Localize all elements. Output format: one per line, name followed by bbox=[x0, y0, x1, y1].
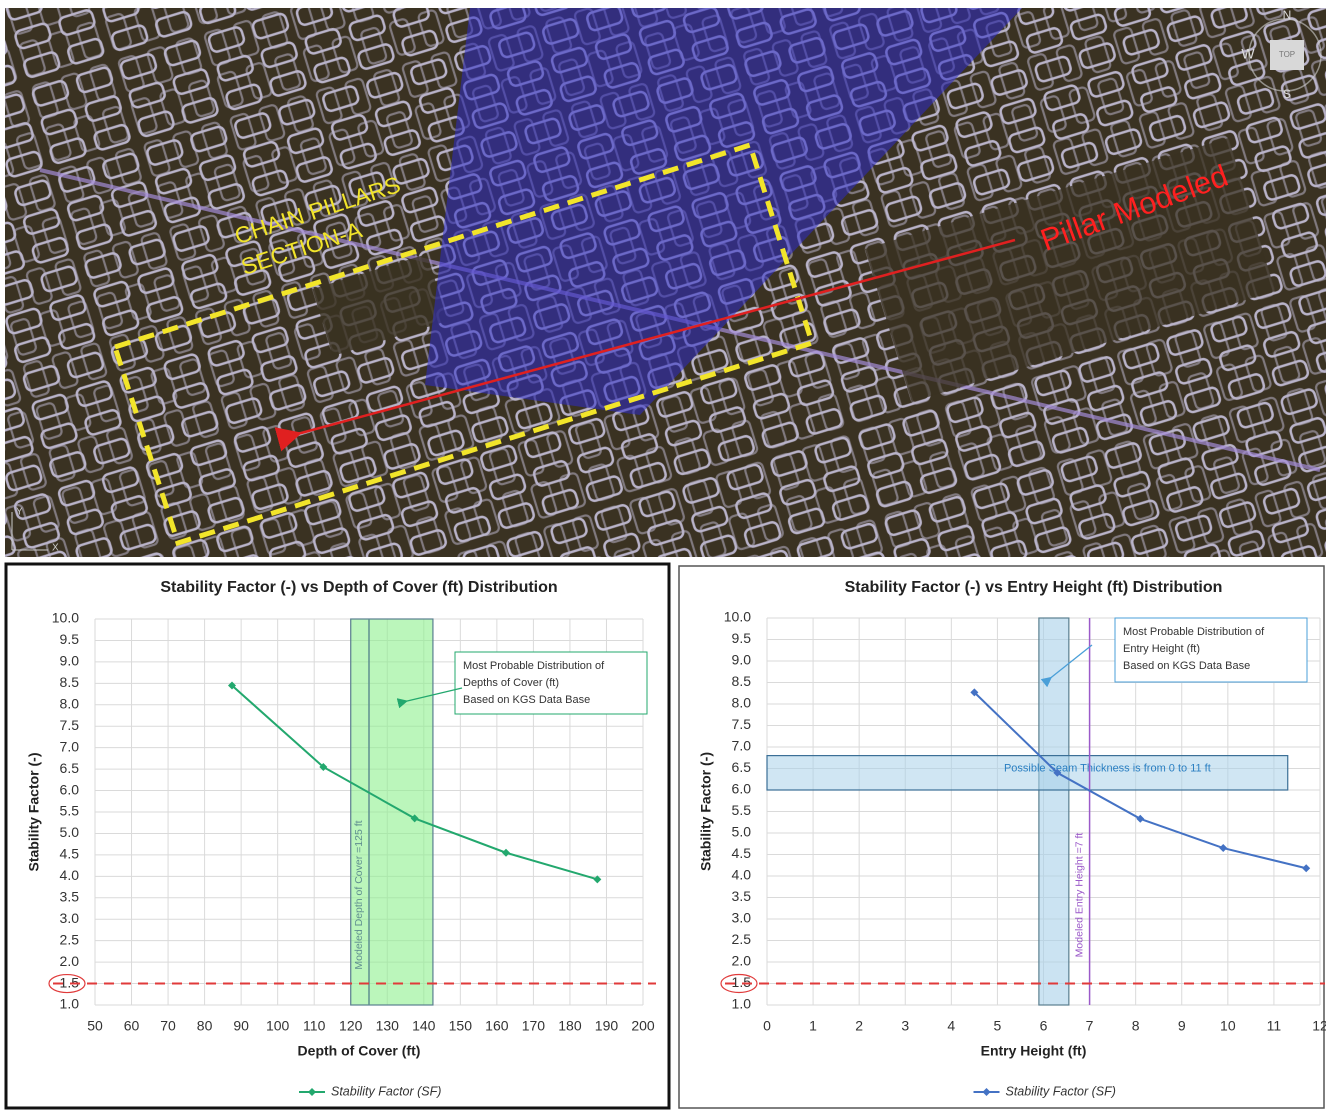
y-tick-label: 10.0 bbox=[52, 610, 79, 626]
y-tick-label: 7.0 bbox=[732, 738, 752, 754]
y-tick-label: 9.5 bbox=[732, 630, 752, 646]
y-tick-label: 9.0 bbox=[732, 652, 752, 668]
x-tick-label: 150 bbox=[449, 1018, 473, 1034]
x-tick-label: 130 bbox=[376, 1018, 400, 1034]
x-tick-label: 7 bbox=[1086, 1018, 1094, 1034]
x-tick-label: 11 bbox=[1267, 1018, 1282, 1034]
y-tick-label: 3.0 bbox=[732, 910, 752, 926]
y-tick-label: 6.0 bbox=[60, 781, 80, 797]
y-tick-label: 5.0 bbox=[60, 824, 80, 840]
y-tick-label: 5.5 bbox=[732, 802, 752, 818]
annotation-text: Depths of Cover (ft) bbox=[463, 677, 559, 689]
y-tick-label: 8.0 bbox=[60, 695, 80, 711]
y-tick-label: 2.5 bbox=[60, 931, 80, 947]
x-tick-label: 200 bbox=[631, 1018, 655, 1034]
y-tick-label: 6.5 bbox=[60, 760, 80, 776]
compass-w: W bbox=[1241, 46, 1255, 62]
page: {"map": {"labels": ["CHAIN PILLARS", "SE… bbox=[0, 0, 1326, 1110]
y-tick-label: 2.0 bbox=[60, 953, 80, 969]
reference-label: Modeled Entry Height =7 ft bbox=[1073, 833, 1085, 958]
figure: CHAIN PILLARS SECTION-A Pillar Modeled T… bbox=[0, 0, 1326, 1110]
x-tick-label: 70 bbox=[160, 1018, 176, 1034]
compass-n: N bbox=[1283, 8, 1292, 22]
x-tick-label: 8 bbox=[1132, 1018, 1140, 1034]
x-tick-label: 180 bbox=[558, 1018, 582, 1034]
map-image: CHAIN PILLARS SECTION-A Pillar Modeled T… bbox=[5, 8, 1326, 557]
x-axis-title: Depth of Cover (ft) bbox=[298, 1043, 421, 1059]
band-label: Possible Seam Thickness is from 0 to 11 … bbox=[1004, 763, 1211, 775]
y-tick-label: 7.5 bbox=[732, 716, 752, 732]
y-tick-label: 4.0 bbox=[60, 867, 80, 883]
annotation-text: Most Probable Distribution of bbox=[1123, 626, 1265, 638]
x-tick-label: 100 bbox=[266, 1018, 290, 1034]
y-axis-title: Stability Factor (-) bbox=[698, 752, 714, 871]
compass-s: S bbox=[1283, 87, 1291, 101]
y-tick-label: 9.0 bbox=[60, 653, 80, 669]
y-tick-label: 7.5 bbox=[60, 717, 80, 733]
annotation-text: Based on KGS Data Base bbox=[1123, 660, 1250, 672]
y-tick-label: 2.0 bbox=[732, 953, 752, 969]
x-tick-label: 170 bbox=[522, 1018, 546, 1034]
x-tick-label: 2 bbox=[855, 1018, 863, 1034]
x-tick-label: 6 bbox=[1040, 1018, 1048, 1034]
y-tick-label: 1.5 bbox=[60, 974, 80, 990]
y-tick-label: 8.5 bbox=[732, 673, 752, 689]
x-axis-title: Entry Height (ft) bbox=[981, 1043, 1087, 1059]
x-tick-label: 80 bbox=[197, 1018, 213, 1034]
y-tick-label: 2.5 bbox=[732, 931, 752, 947]
x-tick-label: 190 bbox=[595, 1018, 619, 1034]
x-tick-label: 5 bbox=[994, 1018, 1002, 1034]
y-tick-label: 10.0 bbox=[724, 609, 751, 625]
x-tick-label: 10 bbox=[1220, 1018, 1236, 1034]
y-tick-label: 4.5 bbox=[60, 846, 80, 862]
y-tick-label: 3.5 bbox=[60, 888, 80, 904]
x-tick-label: 160 bbox=[485, 1018, 509, 1034]
x-tick-label: 1 bbox=[809, 1018, 817, 1034]
y-tick-label: 9.5 bbox=[60, 631, 80, 647]
y-tick-label: 5.0 bbox=[732, 824, 752, 840]
y-tick-label: 6.5 bbox=[732, 759, 752, 775]
compass-top: TOP bbox=[1279, 50, 1295, 59]
x-tick-label: 110 bbox=[303, 1018, 326, 1034]
y-tick-label: 5.5 bbox=[60, 803, 80, 819]
legend-label: Stability Factor (SF) bbox=[1006, 1084, 1116, 1098]
reference-label: Modeled Depth of Cover =125 ft bbox=[353, 820, 365, 969]
ucs-label: X bbox=[52, 543, 59, 554]
chart-title: Stability Factor (-) vs Depth of Cover (… bbox=[160, 579, 557, 596]
x-tick-label: 120 bbox=[339, 1018, 363, 1034]
ucs-label: Y bbox=[16, 507, 23, 518]
y-tick-label: 4.5 bbox=[732, 845, 752, 861]
x-tick-label: 60 bbox=[124, 1018, 140, 1034]
chart-title: Stability Factor (-) vs Entry Height (ft… bbox=[845, 579, 1223, 596]
legend-label: Stability Factor (SF) bbox=[331, 1084, 441, 1098]
annotation-text: Based on KGS Data Base bbox=[463, 694, 590, 706]
x-tick-label: 50 bbox=[87, 1018, 103, 1034]
x-tick-label: 0 bbox=[763, 1018, 771, 1034]
y-axis-title: Stability Factor (-) bbox=[26, 752, 42, 871]
y-tick-label: 3.5 bbox=[732, 888, 752, 904]
y-tick-label: 8.0 bbox=[732, 695, 752, 711]
y-tick-label: 1.0 bbox=[732, 996, 752, 1012]
x-tick-label: 3 bbox=[901, 1018, 909, 1034]
x-tick-label: 12 bbox=[1312, 1018, 1326, 1034]
y-tick-label: 1.0 bbox=[60, 996, 80, 1012]
x-tick-label: 90 bbox=[233, 1018, 249, 1034]
y-tick-label: 4.0 bbox=[732, 867, 752, 883]
y-tick-label: 3.0 bbox=[60, 910, 80, 926]
y-tick-label: 8.5 bbox=[60, 674, 80, 690]
y-tick-label: 6.0 bbox=[732, 781, 752, 797]
annotation-text: Entry Height (ft) bbox=[1123, 643, 1200, 655]
x-tick-label: 140 bbox=[412, 1018, 436, 1034]
y-tick-label: 7.0 bbox=[60, 738, 80, 754]
x-tick-label: 9 bbox=[1178, 1018, 1186, 1034]
y-tick-label: 1.5 bbox=[732, 974, 752, 990]
annotation-text: Most Probable Distribution of bbox=[463, 660, 605, 672]
x-tick-label: 4 bbox=[947, 1018, 955, 1034]
